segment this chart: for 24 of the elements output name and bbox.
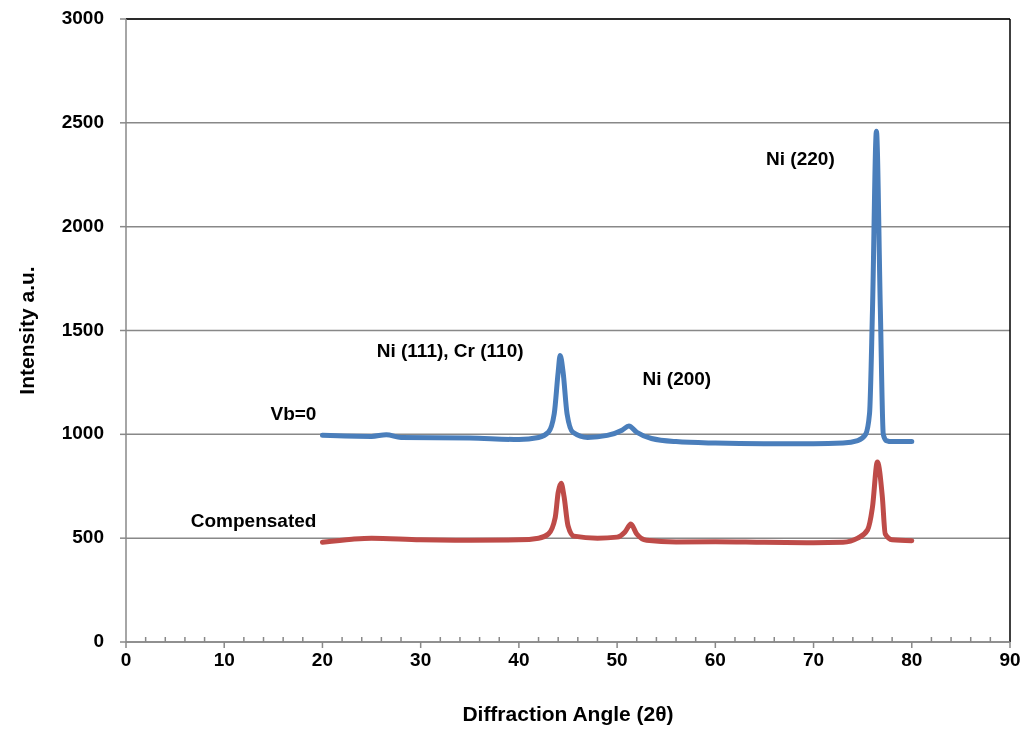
x-tick-label: 20	[311, 649, 334, 670]
x-tick-label: 60	[704, 649, 726, 670]
series-label: Vb=0	[270, 403, 317, 425]
x-tick-label: 40	[508, 649, 530, 670]
y-tick-label: 3000	[61, 7, 104, 29]
annotation: Ni (111), Cr (110)	[376, 340, 524, 362]
y-axis-title: Intensity a.u.	[14, 266, 38, 395]
x-axis-title: Diffraction Angle (2θ)	[462, 702, 674, 725]
annotation: Ni (220)	[766, 148, 835, 170]
y-tick-label: 0	[93, 630, 104, 652]
x-tick-label: 30	[410, 649, 432, 670]
x-tick-label: 10	[213, 649, 235, 670]
y-tick-label: 500	[72, 526, 104, 548]
y-tick-label: 1000	[61, 422, 104, 444]
x-tick-label: 0	[120, 649, 132, 670]
series-label: Compensated	[190, 510, 317, 532]
y-tick-label: 1500	[61, 318, 104, 340]
x-tick-label: 50	[606, 649, 628, 670]
x-tick-label: 90	[999, 649, 1021, 670]
x-tick-label: 80	[901, 649, 923, 670]
y-tick-label: 2000	[61, 214, 104, 236]
x-tick-label: 70	[802, 649, 825, 670]
y-tick-label: 2500	[61, 110, 104, 132]
annotation: Ni (200)	[642, 368, 712, 390]
